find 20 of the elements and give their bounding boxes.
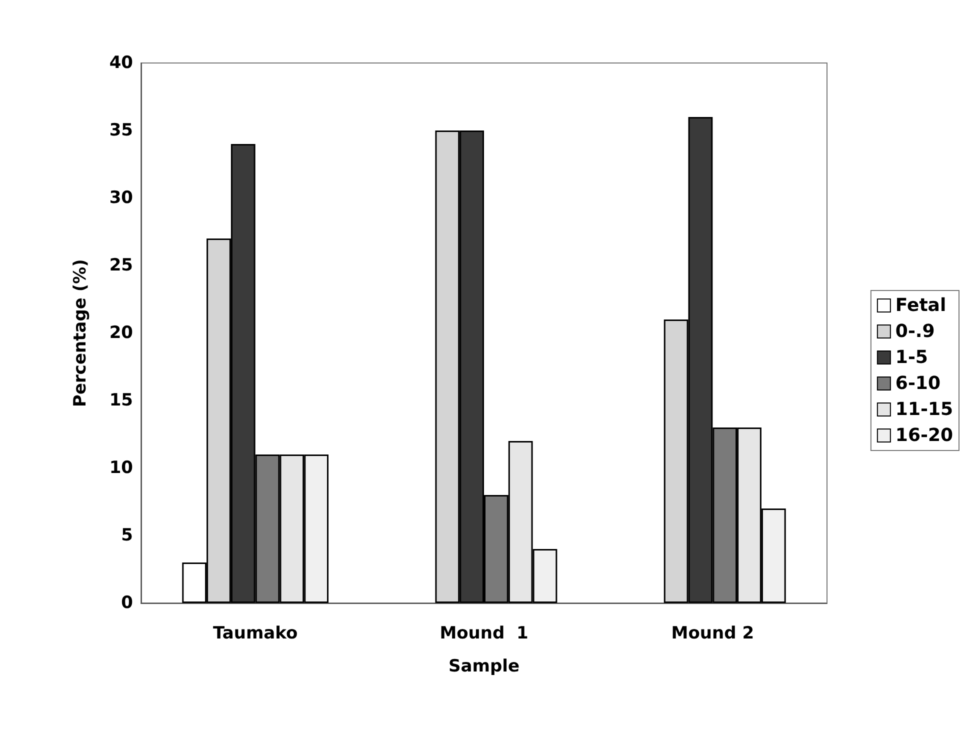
legend-label: 6-10 bbox=[895, 373, 940, 394]
x-tick-label: Mound 1 bbox=[440, 624, 528, 644]
legend-label: 0-.9 bbox=[895, 321, 935, 342]
legend-label: 1-5 bbox=[895, 347, 928, 368]
y-tick-label: 30 bbox=[109, 188, 134, 208]
y-tick-label: 25 bbox=[109, 256, 133, 276]
legend-label: Fetal bbox=[895, 295, 946, 316]
y-tick-label: 10 bbox=[109, 458, 134, 478]
y-tick-label: 5 bbox=[121, 526, 133, 546]
y-axis-title: Percentage (%) bbox=[70, 259, 90, 407]
y-tick-label: 20 bbox=[109, 323, 134, 343]
legend-label: 16-20 bbox=[895, 425, 954, 446]
y-tick-label: 15 bbox=[109, 390, 133, 410]
x-axis-title: Sample bbox=[448, 656, 520, 676]
y-tick-label: 40 bbox=[109, 53, 134, 73]
legend-label: 11-15 bbox=[895, 399, 954, 420]
y-tick-label: 35 bbox=[109, 120, 133, 140]
y-tick-label: 0 bbox=[121, 593, 134, 613]
x-tick-label: Taumako bbox=[212, 624, 298, 644]
x-tick-label: Mound 2 bbox=[671, 624, 754, 644]
